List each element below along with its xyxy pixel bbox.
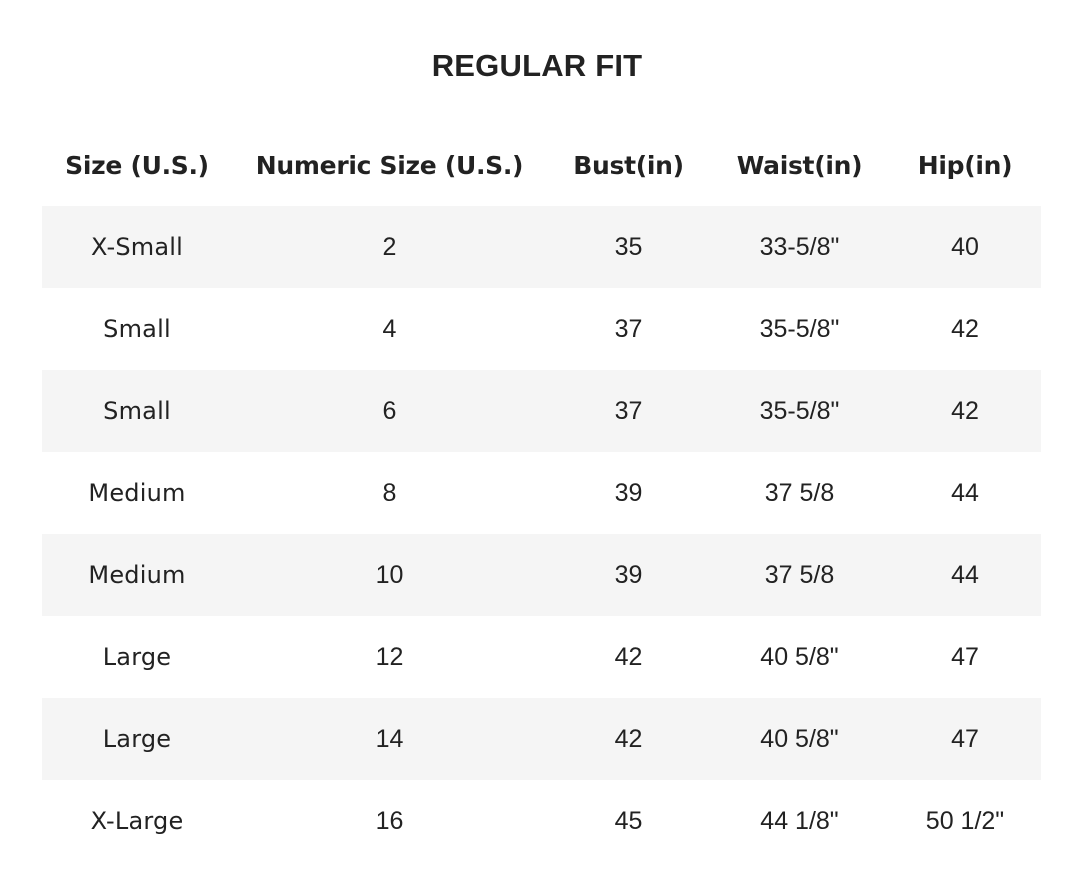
cell-numeric-size: 2 bbox=[232, 206, 547, 288]
header-numeric-size: Numeric Size (U.S.) bbox=[255, 150, 524, 180]
table-row: X-Large 16 45 44 1/8" 50 1/2" bbox=[42, 780, 1041, 862]
cell-size: Medium bbox=[42, 452, 232, 534]
cell-hip: 47 bbox=[889, 616, 1041, 698]
cell-hip: 44 bbox=[889, 534, 1041, 616]
cell-bust: 39 bbox=[547, 534, 710, 616]
cell-hip: 40 bbox=[889, 206, 1041, 288]
cell-bust: 39 bbox=[547, 452, 710, 534]
table-row: Small 4 37 35-5/8" 42 bbox=[42, 288, 1041, 370]
header-size: Size (U.S.) bbox=[65, 150, 209, 180]
cell-numeric-size: 16 bbox=[232, 780, 547, 862]
cell-waist: 37 5/8 bbox=[710, 534, 889, 616]
size-table: Size (U.S.) Numeric Size (U.S.) Bust(in)… bbox=[42, 124, 1041, 862]
cell-numeric-size: 10 bbox=[232, 534, 547, 616]
cell-waist: 35-5/8" bbox=[710, 370, 889, 452]
cell-numeric-size: 4 bbox=[232, 288, 547, 370]
table-row: Large 14 42 40 5/8" 47 bbox=[42, 698, 1041, 780]
cell-size: Small bbox=[42, 288, 232, 370]
cell-hip: 42 bbox=[889, 288, 1041, 370]
cell-size: Large bbox=[42, 698, 232, 780]
cell-size: Small bbox=[42, 370, 232, 452]
cell-waist: 44 1/8" bbox=[710, 780, 889, 862]
cell-waist: 40 5/8" bbox=[710, 616, 889, 698]
cell-bust: 35 bbox=[547, 206, 710, 288]
cell-waist: 35-5/8" bbox=[710, 288, 889, 370]
header-bust: Bust(in) bbox=[573, 150, 684, 180]
table-row: Medium 8 39 37 5/8 44 bbox=[42, 452, 1041, 534]
cell-bust: 37 bbox=[547, 288, 710, 370]
cell-numeric-size: 14 bbox=[232, 698, 547, 780]
table-row: Small 6 37 35-5/8" 42 bbox=[42, 370, 1041, 452]
cell-bust: 37 bbox=[547, 370, 710, 452]
cell-waist: 33-5/8" bbox=[710, 206, 889, 288]
cell-hip: 50 1/2" bbox=[889, 780, 1041, 862]
header-row: Size (U.S.) Numeric Size (U.S.) Bust(in)… bbox=[42, 124, 1041, 206]
cell-bust: 42 bbox=[547, 616, 710, 698]
cell-hip: 47 bbox=[889, 698, 1041, 780]
page-title: REGULAR FIT bbox=[431, 48, 643, 83]
cell-numeric-size: 6 bbox=[232, 370, 547, 452]
table-row: Large 12 42 40 5/8" 47 bbox=[42, 616, 1041, 698]
cell-size: X-Small bbox=[42, 206, 232, 288]
cell-numeric-size: 8 bbox=[232, 452, 547, 534]
cell-size: Medium bbox=[42, 534, 232, 616]
table-row: X-Small 2 35 33-5/8" 40 bbox=[42, 206, 1041, 288]
cell-bust: 45 bbox=[547, 780, 710, 862]
header-hip: Hip(in) bbox=[917, 150, 1013, 180]
cell-size: Large bbox=[42, 616, 232, 698]
cell-hip: 44 bbox=[889, 452, 1041, 534]
cell-bust: 42 bbox=[547, 698, 710, 780]
cell-size: X-Large bbox=[42, 780, 232, 862]
header-waist: Waist(in) bbox=[736, 150, 863, 180]
cell-waist: 40 5/8" bbox=[710, 698, 889, 780]
cell-hip: 42 bbox=[889, 370, 1041, 452]
cell-waist: 37 5/8 bbox=[710, 452, 889, 534]
table-row: Medium 10 39 37 5/8 44 bbox=[42, 534, 1041, 616]
cell-numeric-size: 12 bbox=[232, 616, 547, 698]
